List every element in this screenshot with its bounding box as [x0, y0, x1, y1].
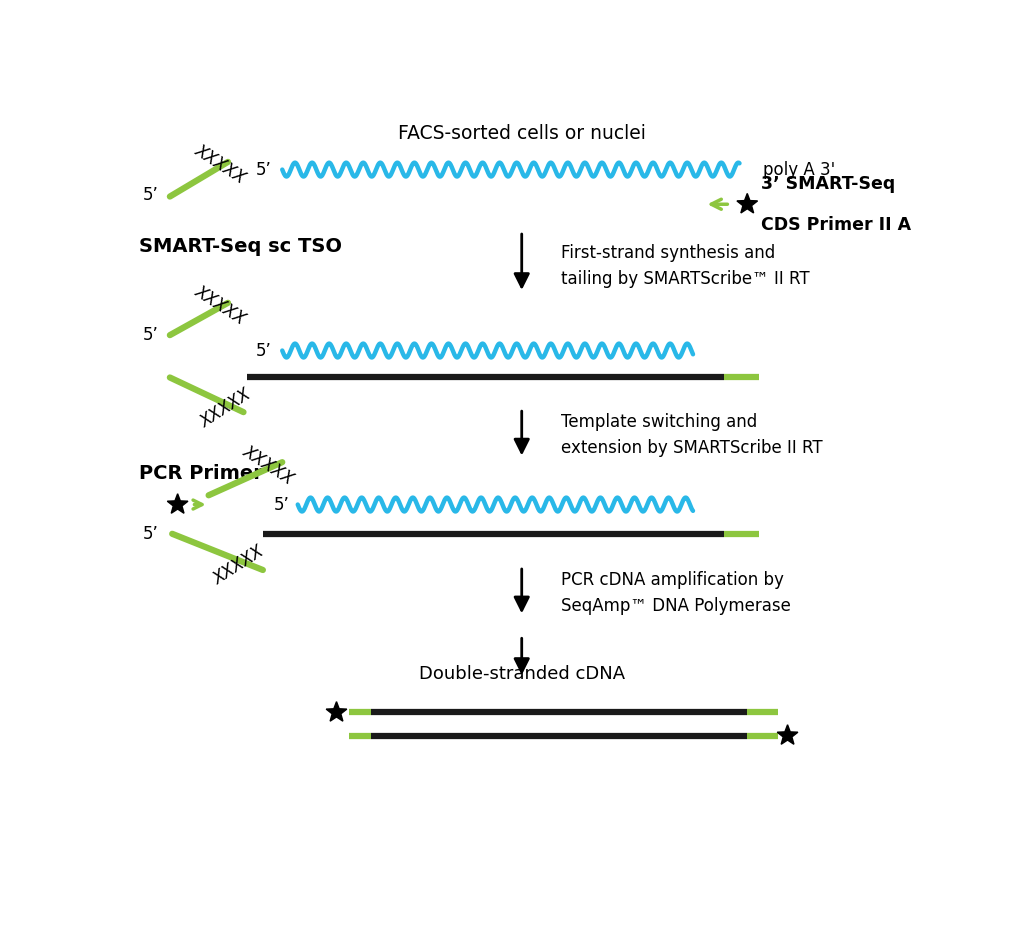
Text: 5’: 5’ — [143, 326, 158, 344]
Text: 5’: 5’ — [274, 496, 290, 514]
Text: 5’: 5’ — [256, 160, 272, 179]
Text: XXXXX: XXXXX — [197, 386, 254, 432]
Text: PCR cDNA amplification by
SeqAmp™ DNA Polymerase: PCR cDNA amplification by SeqAmp™ DNA Po… — [561, 571, 791, 615]
Text: PCR Primer: PCR Primer — [138, 464, 263, 483]
Text: CDS Primer II A: CDS Primer II A — [761, 216, 911, 234]
Text: 5’: 5’ — [143, 525, 158, 542]
Text: First-strand synthesis and
tailing by SMARTScribe™ II RT: First-strand synthesis and tailing by SM… — [561, 243, 810, 288]
Text: XXXXX: XXXXX — [191, 282, 249, 328]
Text: 3’ SMART-Seq: 3’ SMART-Seq — [761, 174, 896, 193]
Text: Double-stranded cDNA: Double-stranded cDNA — [418, 665, 625, 683]
Text: poly A 3': poly A 3' — [762, 160, 835, 179]
Polygon shape — [737, 194, 757, 212]
Text: XXXXX: XXXXX — [240, 442, 297, 488]
Text: FACS-sorted cells or nuclei: FACS-sorted cells or nuclei — [398, 124, 645, 143]
Polygon shape — [777, 725, 798, 745]
Polygon shape — [326, 702, 347, 721]
Text: SMART-Seq sc TSO: SMART-Seq sc TSO — [138, 237, 342, 256]
Polygon shape — [167, 494, 188, 514]
Text: 5’: 5’ — [256, 341, 272, 360]
Text: XXXXX: XXXXX — [191, 141, 249, 186]
Text: XXXXX: XXXXX — [211, 542, 268, 589]
Text: Template switching and
extension by SMARTScribe II RT: Template switching and extension by SMAR… — [561, 413, 823, 458]
Text: 5’: 5’ — [143, 186, 158, 204]
